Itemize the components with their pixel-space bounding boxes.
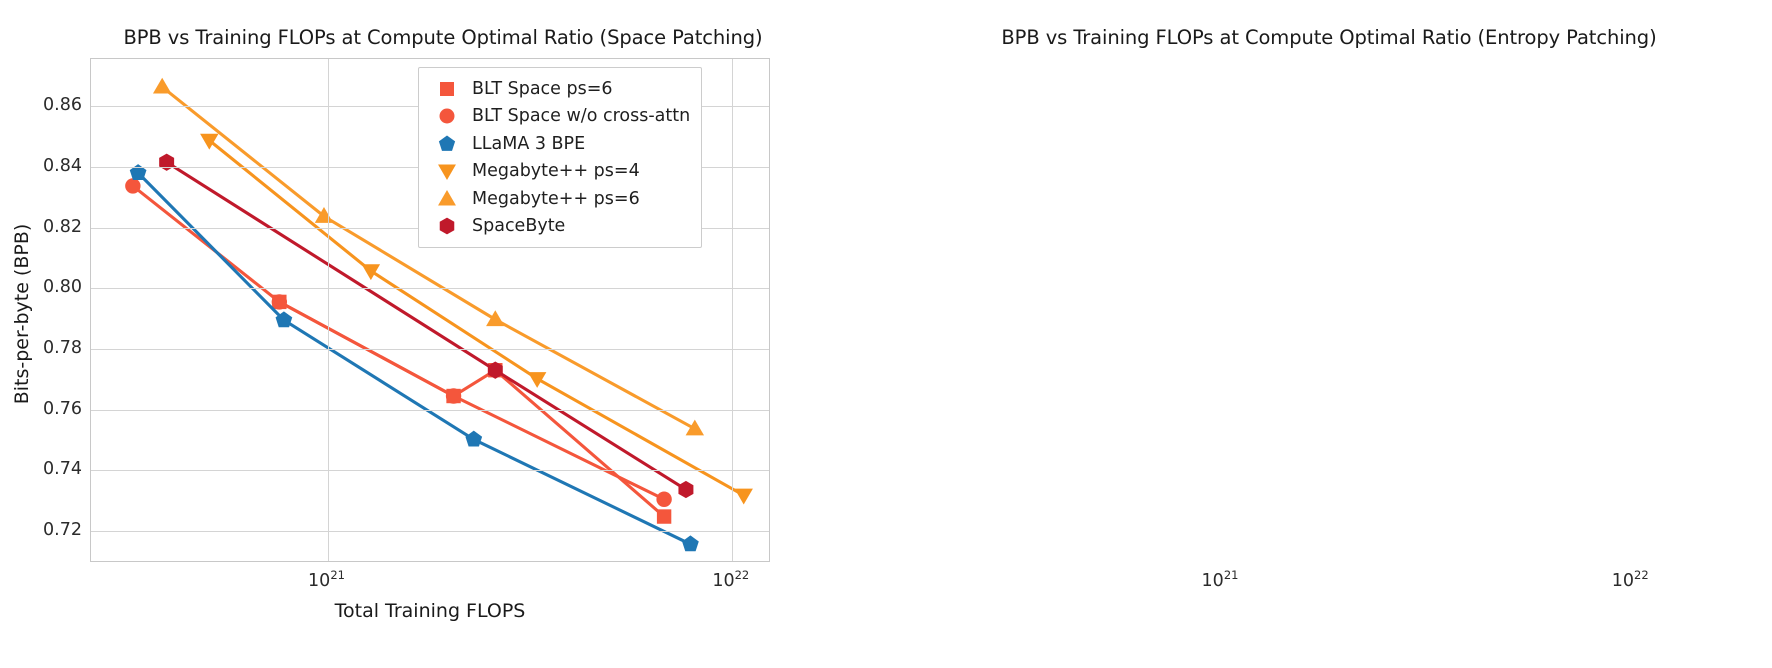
data-point-marker bbox=[527, 372, 547, 388]
legend-item[interactable]: Megabyte++ ps=6 bbox=[428, 185, 690, 213]
data-point-marker bbox=[682, 535, 699, 552]
legend-item-label: Megabyte++ ps=6 bbox=[472, 188, 640, 209]
data-point-marker bbox=[275, 311, 293, 328]
data-point-marker bbox=[159, 153, 175, 171]
gridline-vertical bbox=[327, 59, 329, 561]
series-4 bbox=[200, 133, 753, 505]
data-point-marker bbox=[656, 491, 672, 507]
y-tick-label: 0.86 bbox=[43, 95, 82, 116]
panel-entropy-patching: BPB vs Training FLOPs at Compute Optimal… bbox=[886, 0, 1772, 668]
y-tick-label: 0.78 bbox=[43, 338, 82, 358]
data-point-marker bbox=[271, 294, 288, 310]
data-point-marker bbox=[487, 361, 503, 379]
legend-left: BLT Space ps=6 BLT Space w/o cross-attn LL… bbox=[418, 67, 703, 248]
data-point-marker bbox=[314, 207, 334, 223]
gridline-horizontal bbox=[91, 470, 769, 472]
series-6 bbox=[159, 153, 694, 499]
gridline-vertical bbox=[731, 59, 733, 561]
y-tick-label: 0.74 bbox=[43, 459, 82, 480]
legend-item-label: BLT Space ps=6 bbox=[472, 78, 613, 99]
data-point-marker bbox=[486, 310, 505, 327]
series-2 bbox=[125, 178, 672, 507]
x-tick-label: 1022 bbox=[712, 568, 750, 591]
legend-item[interactable]: LLaMA 3 BPE bbox=[428, 130, 690, 158]
series-5 bbox=[152, 77, 705, 436]
data-point-marker bbox=[129, 164, 147, 180]
page-title: BPB vs Training FLOPs at Compute Optimal… bbox=[123, 26, 763, 49]
data-point-marker bbox=[125, 178, 141, 194]
y-tick-label: 0.82 bbox=[43, 216, 82, 237]
gridline-horizontal bbox=[91, 349, 769, 350]
gridline-horizontal bbox=[91, 288, 769, 290]
gridline-horizontal bbox=[91, 531, 769, 533]
triangle-up-marker-icon bbox=[428, 187, 466, 211]
data-point-marker bbox=[445, 388, 462, 404]
legend-item-label: SpaceByte bbox=[472, 216, 566, 237]
pentagon-marker-icon bbox=[428, 132, 466, 156]
page-title-right: BPB vs Training FLOPs at Compute Optimal… bbox=[1001, 26, 1657, 49]
y-tick-label: 0.80 bbox=[43, 277, 82, 298]
data-point-marker bbox=[200, 133, 219, 150]
series-layer-left bbox=[125, 77, 753, 552]
legend-item[interactable]: BLT Space ps=6 bbox=[428, 75, 690, 103]
panel-space-patching: BPB vs Training FLOPs at Compute Optimal… bbox=[11, 26, 770, 622]
legend-item[interactable]: Megabyte++ ps=4 bbox=[428, 158, 690, 186]
data-point-marker bbox=[685, 419, 705, 436]
circle-marker-icon bbox=[428, 104, 466, 128]
legend-item[interactable]: SpaceByte bbox=[428, 213, 690, 241]
data-point-marker bbox=[656, 509, 672, 524]
triangle-down-marker-icon bbox=[428, 159, 466, 183]
x-tick-label: 1021 bbox=[308, 568, 345, 591]
y-tick-label: 0.72 bbox=[43, 520, 82, 541]
square-marker-icon bbox=[428, 77, 466, 101]
series-3 bbox=[129, 164, 699, 552]
x-tick-label: 1022 bbox=[1611, 568, 1649, 591]
data-point-marker bbox=[361, 264, 381, 281]
gridline-horizontal bbox=[91, 409, 769, 411]
data-point-marker bbox=[152, 77, 172, 94]
x-axis-label: Total Training FLOPS bbox=[334, 600, 526, 622]
data-point-marker bbox=[678, 480, 694, 499]
y-axis-label: Bits-per-byte (BPB) bbox=[11, 223, 33, 405]
hexagon-marker-icon bbox=[428, 214, 466, 238]
data-point-marker bbox=[734, 488, 753, 505]
y-tick-label: 0.76 bbox=[43, 398, 82, 419]
legend-item[interactable]: BLT Space w/o cross-attn bbox=[428, 103, 690, 131]
legend-item-label: Megabyte++ ps=4 bbox=[472, 161, 640, 182]
legend-item-label: LLaMA 3 BPE bbox=[472, 133, 586, 154]
y-tick-label: 0.84 bbox=[43, 155, 82, 176]
x-tick-label: 1021 bbox=[1201, 568, 1239, 591]
legend-item-label: BLT Space w/o cross-attn bbox=[472, 106, 691, 127]
data-point-marker bbox=[465, 430, 483, 447]
